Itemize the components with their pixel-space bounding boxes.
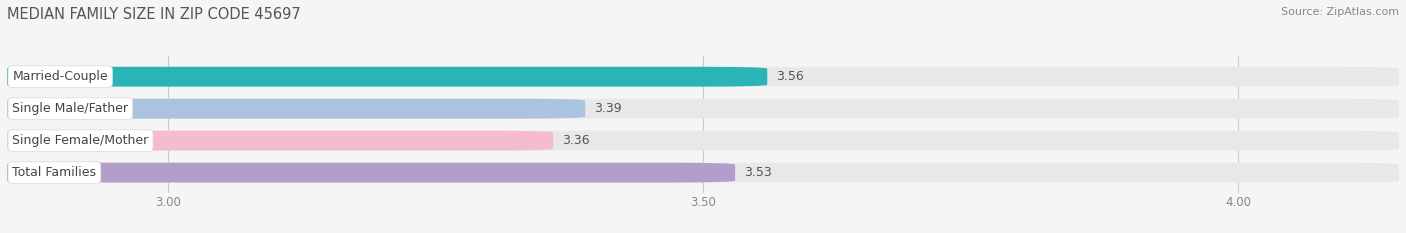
FancyBboxPatch shape <box>7 163 1399 182</box>
Text: Single Female/Mother: Single Female/Mother <box>13 134 149 147</box>
FancyBboxPatch shape <box>7 99 1399 119</box>
FancyBboxPatch shape <box>7 131 553 151</box>
Text: Single Male/Father: Single Male/Father <box>13 102 128 115</box>
Text: Total Families: Total Families <box>13 166 97 179</box>
FancyBboxPatch shape <box>7 99 585 119</box>
Text: 3.53: 3.53 <box>744 166 772 179</box>
Text: Married-Couple: Married-Couple <box>13 70 108 83</box>
FancyBboxPatch shape <box>7 67 768 87</box>
Text: MEDIAN FAMILY SIZE IN ZIP CODE 45697: MEDIAN FAMILY SIZE IN ZIP CODE 45697 <box>7 7 301 22</box>
Text: 3.36: 3.36 <box>561 134 589 147</box>
FancyBboxPatch shape <box>7 67 1399 87</box>
Text: 3.56: 3.56 <box>776 70 804 83</box>
Text: 3.39: 3.39 <box>593 102 621 115</box>
FancyBboxPatch shape <box>7 131 1399 151</box>
Text: Source: ZipAtlas.com: Source: ZipAtlas.com <box>1281 7 1399 17</box>
FancyBboxPatch shape <box>7 163 735 182</box>
